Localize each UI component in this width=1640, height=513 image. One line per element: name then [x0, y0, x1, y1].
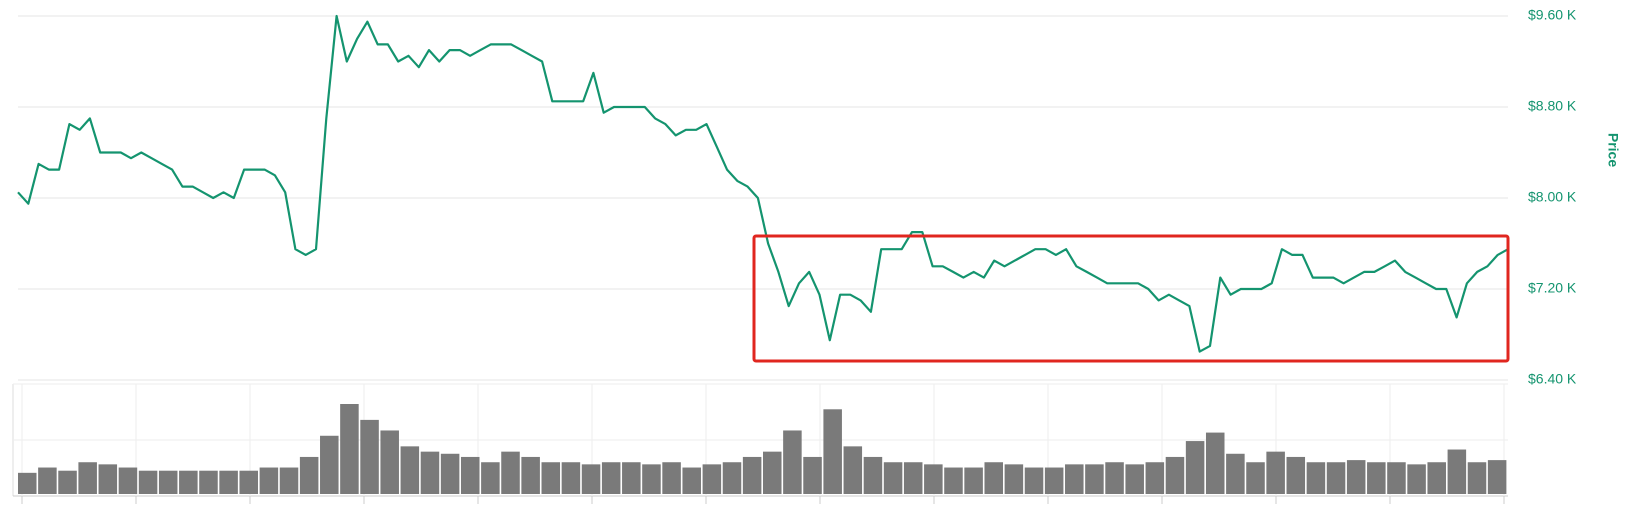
volume-bar	[199, 470, 218, 494]
volume-bar	[1326, 462, 1346, 494]
volume-bar	[581, 464, 601, 494]
volume-bar	[1205, 432, 1225, 494]
y-tick-label: $6.40 K	[1528, 371, 1577, 387]
price-line	[17, 14, 1509, 353]
volume-bar	[18, 472, 37, 494]
volume-bar	[662, 462, 681, 494]
volume-bar	[320, 435, 339, 494]
volume-bar	[501, 451, 520, 494]
volume-bar	[843, 446, 863, 494]
volume-bar	[400, 446, 420, 494]
volume-bar	[1085, 464, 1104, 494]
y-axis-label: Price	[1605, 133, 1621, 167]
volume-bar	[158, 470, 178, 494]
y-tick-label: $7.20 K	[1528, 280, 1577, 296]
volume-bar	[1387, 462, 1406, 494]
volume-bar	[964, 467, 983, 494]
volume-bar	[1065, 464, 1084, 494]
volume-bar	[823, 409, 842, 494]
volume-bar	[1185, 441, 1205, 494]
volume-bar	[1024, 467, 1044, 494]
volume-bar	[883, 462, 903, 494]
volume-bar	[138, 470, 158, 494]
volume-bar	[179, 470, 198, 494]
volume-bar	[1145, 462, 1165, 494]
volume-bar	[420, 451, 440, 494]
volume-bar	[118, 467, 138, 494]
volume-bar	[682, 467, 701, 494]
volume-bar	[1286, 456, 1306, 494]
volume-bar	[722, 462, 742, 494]
volume-bar	[1447, 449, 1467, 494]
volume-bar	[702, 464, 722, 494]
volume-bar	[541, 462, 561, 494]
volume-bar	[1004, 464, 1024, 494]
volume-bar	[219, 470, 238, 494]
volume-bar	[299, 456, 319, 494]
volume-bar	[601, 462, 621, 494]
volume-bar	[783, 430, 802, 494]
volume-bar	[944, 467, 963, 494]
volume-bar	[742, 456, 762, 494]
volume-bar	[1467, 462, 1487, 494]
volume-bar	[1044, 467, 1064, 494]
volume-bar	[1306, 462, 1326, 494]
volume-bar	[1246, 462, 1265, 494]
volume-bar	[460, 456, 480, 494]
volume-bar	[239, 470, 259, 494]
volume-bar	[1367, 462, 1386, 494]
volume-bar	[561, 462, 581, 494]
volume-bar	[360, 419, 379, 494]
volume-bar	[903, 462, 923, 494]
volume-bar	[622, 462, 641, 494]
volume-bar	[984, 462, 1004, 494]
volume-bar	[340, 404, 359, 494]
volume-bar	[58, 470, 77, 494]
y-tick-label: $9.60 K	[1528, 7, 1577, 23]
volume-bar	[259, 467, 279, 494]
volume-bar	[763, 451, 782, 494]
volume-bar	[863, 456, 883, 494]
y-tick-label: $8.80 K	[1528, 98, 1577, 114]
volume-bar	[1346, 460, 1366, 494]
volume-bar	[440, 453, 460, 494]
volume-bar	[481, 462, 500, 494]
volume-bar	[521, 456, 540, 494]
volume-bar	[1266, 451, 1285, 494]
y-tick-label: $8.00 K	[1528, 189, 1577, 205]
volume-bar	[1487, 460, 1507, 494]
volume-bar	[98, 464, 118, 494]
volume-bar	[38, 467, 57, 494]
volume-bar	[1226, 453, 1245, 494]
volume-bar	[803, 456, 822, 494]
volume-bar	[78, 462, 97, 494]
volume-bar	[1427, 462, 1446, 494]
volume-bar	[279, 467, 299, 494]
volume-bar	[1407, 464, 1426, 494]
volume-bar	[1165, 456, 1185, 494]
volume-bar	[1125, 464, 1144, 494]
volume-bar	[1105, 462, 1124, 494]
volume-bar	[642, 464, 661, 494]
volume-bar	[380, 430, 399, 494]
volume-bar	[924, 464, 943, 494]
